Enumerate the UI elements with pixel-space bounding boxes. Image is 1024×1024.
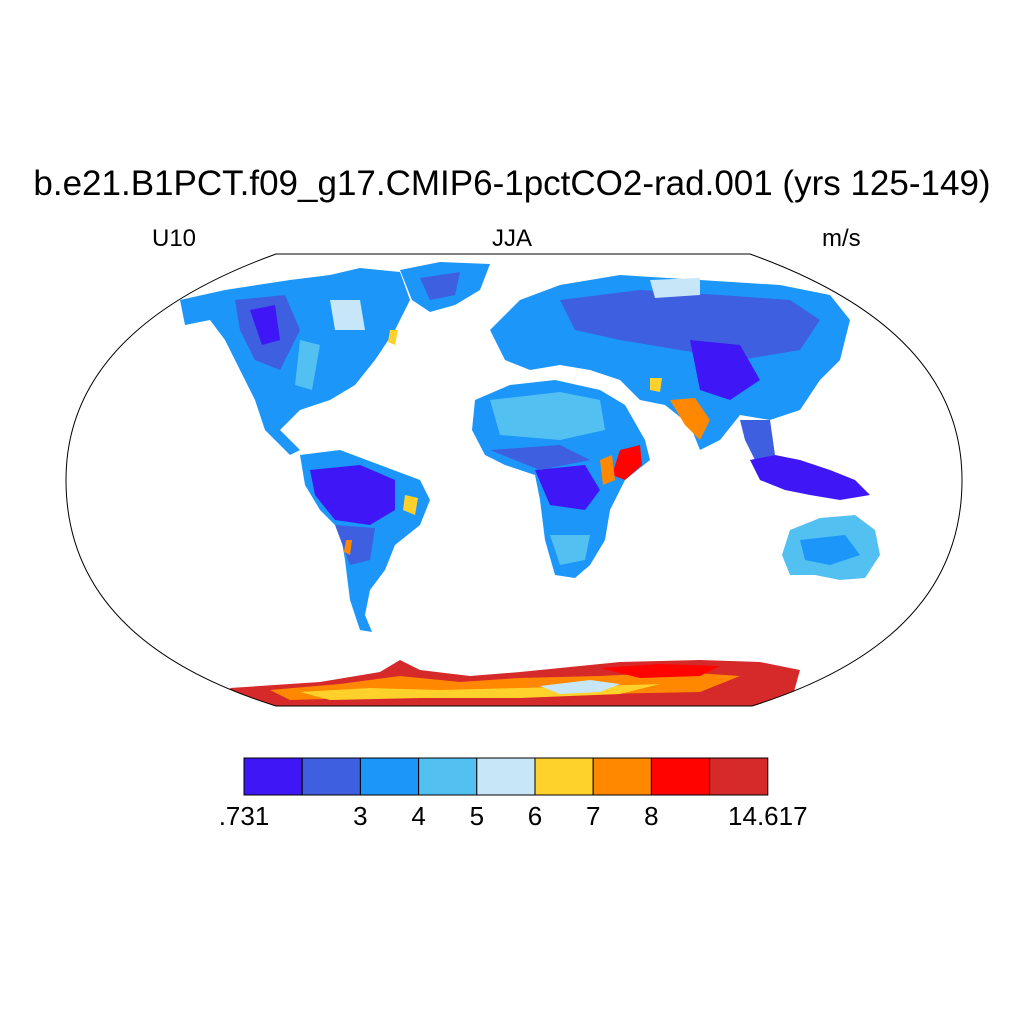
central-asia-low [690,340,760,400]
colorbar-tick-label: 5 [469,801,485,831]
colorbar [243,757,769,796]
plot-title: b.e21.B1PCT.f09_g17.CMIP6-1pctCO2-rad.00… [33,164,991,203]
colorbar-tick-label: 4 [411,801,426,831]
colorbar-swatch [476,757,536,796]
india-jet [670,398,710,440]
colorbar-tick-label: 6 [527,801,543,831]
greenland-core [420,272,460,300]
africa-south [550,535,590,565]
africa-sahara [490,392,605,440]
na-light [295,340,320,390]
variable-label: U10 [152,225,197,252]
sa-mid [335,525,375,565]
na-low-wind-2 [250,305,280,345]
colorbar-swatch [243,757,303,796]
colorbar-swatch [592,757,652,796]
colorbar-tick-label: 3 [353,801,368,831]
north-america [180,268,410,455]
colorbar-tick-label: 8 [644,801,659,831]
arctic-coast [650,278,700,298]
na-pale [330,300,365,330]
somali-jet-edge [600,455,615,485]
africa-sahel [490,445,590,470]
land-fields [180,262,880,706]
sa-yellow [403,495,418,515]
africa-congo [535,465,600,510]
antarctica-pale [540,680,620,694]
australia-inner [800,535,860,565]
siberia-low [560,290,820,360]
somali-jet [612,445,642,480]
arabia-yellow [650,378,662,392]
colorbar-swatch [359,757,420,796]
map-boundary [65,253,963,707]
colorbar-tick-label: 7 [585,801,601,831]
sa-orange [344,540,352,555]
indochina [740,420,775,460]
colorbar-swatch [709,757,769,796]
colorbar-swatch [418,757,478,796]
sa-low [310,465,395,525]
na-gulf-yellow [388,330,398,345]
colorbar-swatch [301,757,361,796]
season-label: JJA [491,225,532,252]
colorbar-swatch [534,757,594,796]
colorbar-tick-label: .731 [218,801,270,831]
units-label: m/s [822,225,861,252]
maritime-continent [750,455,870,500]
colorbar-swatch [650,757,711,796]
colorbar-tick-label: 14.617 [728,801,808,831]
antarctica-red [600,664,720,678]
